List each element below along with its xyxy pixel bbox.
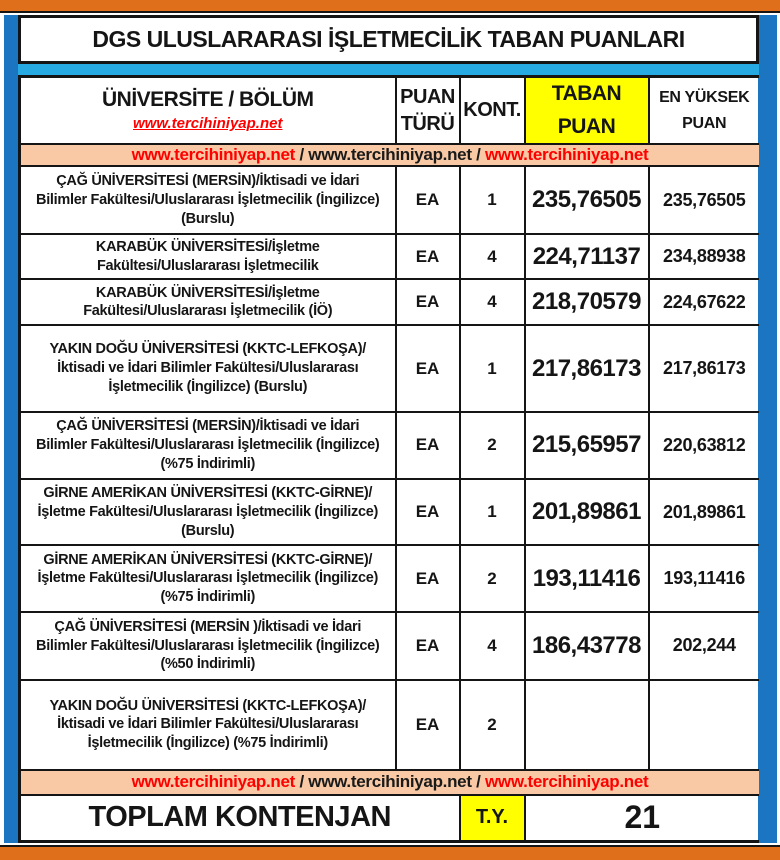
- website-links-cell: www.tercihiniyap.net / www.tercihiniyap.…: [18, 143, 759, 168]
- table-row: ÇAĞ ÜNİVERSİTESİ (MERSİN)/İktisadi ve İd…: [18, 165, 759, 235]
- cell-quota: 2: [458, 410, 526, 481]
- cell-quota: 1: [458, 165, 526, 235]
- tercihiniyap-link[interactable]: www.tercihiniyap.net: [484, 772, 649, 792]
- column-header-highest-score: EN YÜKSEK PUAN: [647, 75, 759, 146]
- column-header-quota: KONT.: [458, 75, 526, 146]
- cell-quota: 4: [458, 232, 526, 281]
- column-header-base-score: TABAN PUAN: [523, 75, 650, 146]
- cell-university: ÇAĞ ÜNİVERSİTESİ (MERSİN )/İktisadi ve İ…: [18, 611, 397, 681]
- right-blue-border: [758, 15, 777, 843]
- cell-highest-score: 201,89861: [647, 478, 759, 547]
- cell-base-score: 186,43778: [523, 611, 650, 681]
- cell-base-score: 193,11416: [523, 544, 650, 614]
- column-header-score-type: PUAN TÜRÜ: [394, 75, 461, 146]
- cell-university: YAKIN DOĞU ÜNİVERSİTESİ (KKTC-LEFKOŞA)/İ…: [18, 324, 397, 413]
- cell-quota: 4: [458, 278, 526, 327]
- cell-highest-score: [647, 678, 759, 772]
- total-quota-value: 21: [523, 793, 759, 843]
- cell-base-score: 217,86173: [523, 324, 650, 413]
- cell-score-type: EA: [394, 544, 461, 614]
- cell-score-type: EA: [394, 410, 461, 481]
- cell-university: ÇAĞ ÜNİVERSİTESİ (MERSİN)/İktisadi ve İd…: [18, 410, 397, 481]
- cell-base-score: 235,76505: [523, 165, 650, 235]
- table-row: YAKIN DOĞU ÜNİVERSİTESİ (KKTC-LEFKOŞA)/İ…: [18, 678, 759, 772]
- cell-base-score: 218,70579: [523, 278, 650, 327]
- tercihiniyap-link[interactable]: www.tercihiniyap.net: [131, 145, 296, 165]
- tercihiniyap-link[interactable]: www.tercihiniyap.net: [131, 772, 296, 792]
- website-links-row-bottom: www.tercihiniyap.net / www.tercihiniyap.…: [18, 769, 759, 796]
- website-links-cell: www.tercihiniyap.net / www.tercihiniyap.…: [18, 769, 759, 796]
- website-links: www.tercihiniyap.net / www.tercihiniyap.…: [131, 145, 649, 165]
- cyan-divider: [18, 64, 759, 75]
- tercihiniyap-link[interactable]: www.tercihiniyap.net: [308, 145, 472, 165]
- cell-highest-score: 234,88938: [647, 232, 759, 281]
- link-separator: /: [295, 772, 309, 792]
- cell-quota: 4: [458, 611, 526, 681]
- cell-highest-score: 193,11416: [647, 544, 759, 614]
- bottom-orange-bar: [0, 845, 780, 860]
- website-links: www.tercihiniyap.net / www.tercihiniyap.…: [132, 772, 649, 791]
- cell-university: GİRNE AMERİKAN ÜNİVERSİTESİ (KKTC-GİRNE)…: [18, 544, 397, 614]
- cell-highest-score: 202,244: [647, 611, 759, 681]
- cell-highest-score: 217,86173: [647, 324, 759, 413]
- total-score-type: T.Y.: [458, 793, 526, 843]
- cell-base-score: 215,65957: [523, 410, 650, 481]
- cell-quota: 1: [458, 478, 526, 547]
- link-separator: /: [295, 145, 309, 165]
- top-orange-bar: [0, 0, 780, 13]
- cell-score-type: EA: [394, 232, 461, 281]
- website-links-row-top: www.tercihiniyap.net / www.tercihiniyap.…: [18, 143, 759, 168]
- table-row: GİRNE AMERİKAN ÜNİVERSİTESİ (KKTC-GİRNE)…: [18, 478, 759, 547]
- cell-score-type: EA: [394, 165, 461, 235]
- tercihiniyap-link[interactable]: www.tercihiniyap.net: [308, 772, 472, 792]
- cell-highest-score: 235,76505: [647, 165, 759, 235]
- table-row: KARABÜK ÜNİVERSİTESİ/İşletme Fakültesi/U…: [18, 232, 759, 281]
- cell-quota: 1: [458, 324, 526, 413]
- total-row: TOPLAM KONTENJAN T.Y. 21: [18, 793, 759, 843]
- scores-table: ÜNİVERSİTE / BÖLÜM www.tercihiniyap.net …: [18, 75, 759, 843]
- cell-base-score: [523, 678, 650, 772]
- cell-university: KARABÜK ÜNİVERSİTESİ/İşletme Fakültesi/U…: [18, 232, 397, 281]
- cell-score-type: EA: [394, 324, 461, 413]
- tercihiniyap-link[interactable]: www.tercihiniyap.net: [133, 115, 283, 133]
- cell-university: GİRNE AMERİKAN ÜNİVERSİTESİ (KKTC-GİRNE)…: [18, 478, 397, 547]
- table-row: YAKIN DOĞU ÜNİVERSİTESİ (KKTC-LEFKOŞA)/İ…: [18, 324, 759, 413]
- column-header-university-label: ÜNİVERSİTE / BÖLÜM: [101, 88, 314, 112]
- cell-quota: 2: [458, 544, 526, 614]
- cell-score-type: EA: [394, 611, 461, 681]
- cell-university: YAKIN DOĞU ÜNİVERSİTESİ (KKTC-LEFKOŞA)/İ…: [18, 678, 397, 772]
- column-header-university: ÜNİVERSİTE / BÖLÜM www.tercihiniyap.net: [18, 75, 397, 146]
- content-area: DGS ULUSLARARASI İŞLETMECİLİK TABAN PUAN…: [18, 15, 759, 843]
- table-row: GİRNE AMERİKAN ÜNİVERSİTESİ (KKTC-GİRNE)…: [18, 544, 759, 614]
- cell-base-score: 201,89861: [523, 478, 650, 547]
- cell-quota: 2: [458, 678, 526, 772]
- tercihiniyap-link[interactable]: www.tercihiniyap.net: [484, 145, 649, 165]
- cell-score-type: EA: [394, 678, 461, 772]
- table-row: ÇAĞ ÜNİVERSİTESİ (MERSİN )/İktisadi ve İ…: [18, 611, 759, 681]
- cell-highest-score: 220,63812: [647, 410, 759, 481]
- cell-score-type: EA: [394, 278, 461, 327]
- link-separator: /: [471, 145, 485, 165]
- total-quota-label: TOPLAM KONTENJAN: [18, 793, 461, 843]
- cell-university: ÇAĞ ÜNİVERSİTESİ (MERSİN)/İktisadi ve İd…: [18, 165, 397, 235]
- table-row: KARABÜK ÜNİVERSİTESİ/İşletme Fakültesi/U…: [18, 278, 759, 327]
- cell-highest-score: 224,67622: [647, 278, 759, 327]
- cell-base-score: 224,71137: [523, 232, 650, 281]
- left-blue-border: [4, 15, 18, 843]
- cell-score-type: EA: [394, 478, 461, 547]
- link-separator: /: [471, 772, 485, 792]
- table-row: ÇAĞ ÜNİVERSİTESİ (MERSİN)/İktisadi ve İd…: [18, 410, 759, 481]
- page-title: DGS ULUSLARARASI İŞLETMECİLİK TABAN PUAN…: [18, 15, 759, 64]
- table-header-row: ÜNİVERSİTE / BÖLÜM www.tercihiniyap.net …: [18, 75, 759, 146]
- cell-university: KARABÜK ÜNİVERSİTESİ/İşletme Fakültesi/U…: [18, 278, 397, 327]
